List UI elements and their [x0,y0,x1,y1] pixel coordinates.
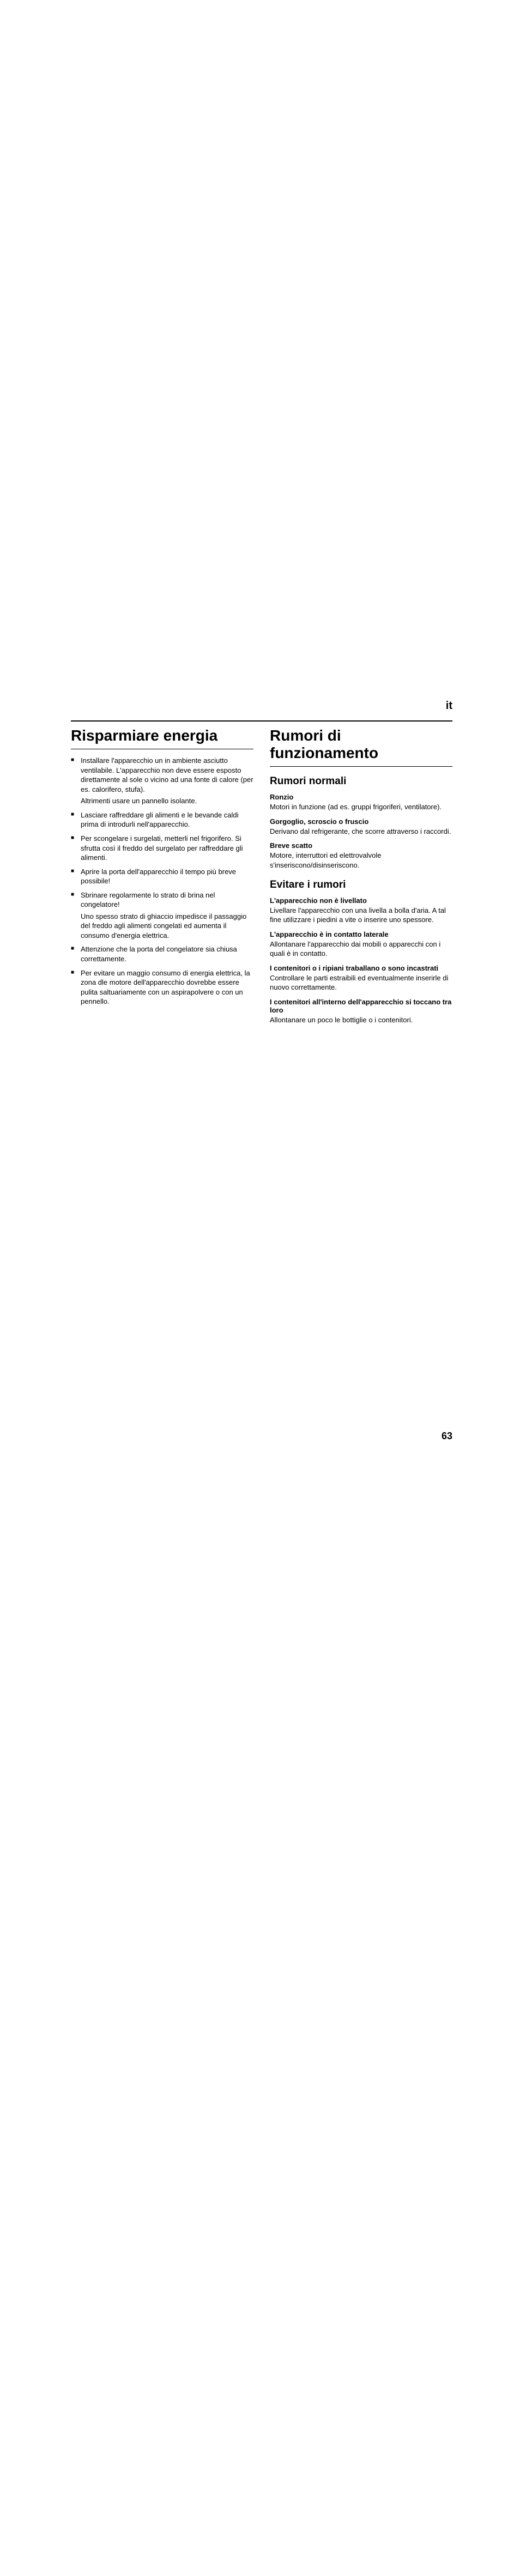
list-item-text: Per scongelare i surgelati, metterli nel… [81,834,243,862]
item-label: I contenitori o i ripiani traballano o s… [270,964,452,972]
list-item: Aprire la porta dell'apparecchio il temp… [71,867,253,886]
list-item: Sbrinare regolarmente lo strato di brina… [71,890,253,941]
left-list: Installare l'apparecchio un in ambiente … [71,756,253,1007]
left-column: Risparmiare energia Installare l'apparec… [71,727,253,1028]
list-item-text: Lasciare raffreddare gli alimenti e le b… [81,811,239,829]
item-text: Derivano dal refrigerante, che scorre at… [270,827,452,837]
item-text: Allontanare un poco le bottiglie o i con… [270,1015,452,1025]
page-number: 63 [442,1431,452,1442]
list-item-text: Sbrinare regolarmente lo strato di brina… [81,891,215,909]
item-text: Motori in funzione (ad es. gruppi frigor… [270,802,452,812]
item-text: Controllare le parti estraibili ed event… [270,973,452,992]
item-label: L'apparecchio è in contatto laterale [270,930,452,938]
list-item-text: Per evitare un maggio consumo di energia… [81,969,250,1006]
item-text: Motore, interruttori ed elettrovalvole s… [270,851,452,870]
list-item-sub: Altrimenti usare un pannello isolante. [81,796,253,806]
item-label: I contenitori all'interno dell'apparecch… [270,998,452,1014]
list-item-text: Installare l'apparecchio un in ambiente … [81,756,253,793]
columns: Risparmiare energia Installare l'apparec… [71,727,452,1028]
list-item: Attenzione che la porta del congelatore … [71,944,253,963]
item-text: Allontanare l'apparecchio dai mobili o a… [270,940,452,959]
page-content: it Risparmiare energia Installare l'appa… [71,720,452,1028]
list-item: Per scongelare i surgelati, metterli nel… [71,834,253,863]
list-item: Per evitare un maggio consumo di energia… [71,968,253,1007]
right-column: Rumori di funzionamento Rumori normali R… [270,727,452,1028]
right-sub-rule [270,766,452,767]
list-item-text: Attenzione che la porta del congelatore … [81,945,237,963]
item-label: Gorgoglio, scroscio o fruscio [270,817,452,826]
section-heading: Rumori normali [270,775,452,787]
item-text: Livellare l'apparecchio con una livella … [270,906,452,925]
left-title: Risparmiare energia [71,727,253,744]
item-label: Breve scatto [270,841,452,850]
right-title: Rumori di funzionamento [270,727,452,762]
section-heading: Evitare i rumori [270,879,452,891]
list-item-text: Aprire la porta dell'apparecchio il temp… [81,868,236,886]
item-label: L'apparecchio non è livellato [270,896,452,905]
item-label: Ronzio [270,793,452,801]
language-marker: it [446,700,452,712]
list-item: Installare l'apparecchio un in ambiente … [71,756,253,806]
top-rule [71,720,452,722]
list-item: Lasciare raffreddare gli alimenti e le b… [71,810,253,829]
list-item-sub: Uno spesso strato di ghiaccio impedisce … [81,912,253,941]
